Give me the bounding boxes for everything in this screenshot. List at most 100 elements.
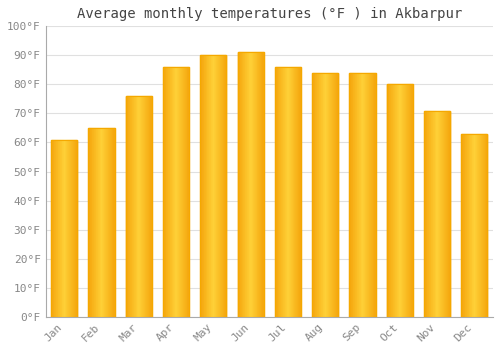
Title: Average monthly temperatures (°F ) in Akbarpur: Average monthly temperatures (°F ) in Ak… — [76, 7, 462, 21]
Bar — [399, 84, 400, 317]
Bar — [223, 55, 224, 317]
Bar — [105, 128, 106, 317]
Bar — [473, 134, 474, 317]
Bar — [404, 84, 405, 317]
Bar — [325, 73, 326, 317]
Bar — [486, 134, 487, 317]
Bar — [257, 52, 258, 317]
Bar — [168, 67, 169, 317]
Bar — [126, 96, 127, 317]
Bar — [475, 134, 476, 317]
Bar — [170, 67, 171, 317]
Bar — [186, 67, 187, 317]
Bar — [328, 73, 329, 317]
Bar — [314, 73, 315, 317]
Bar — [356, 73, 358, 317]
Bar — [354, 73, 356, 317]
Bar — [388, 84, 390, 317]
Bar — [148, 96, 149, 317]
Bar — [239, 52, 240, 317]
Bar — [337, 73, 338, 317]
Bar — [244, 52, 245, 317]
Bar — [98, 128, 99, 317]
Bar — [316, 73, 317, 317]
Bar — [332, 73, 333, 317]
Bar — [91, 128, 92, 317]
Bar — [138, 96, 139, 317]
Bar — [225, 55, 226, 317]
Bar — [373, 73, 374, 317]
Bar — [93, 128, 94, 317]
Bar — [175, 67, 176, 317]
Bar — [180, 67, 182, 317]
Bar — [402, 84, 403, 317]
Bar — [312, 73, 313, 317]
Bar — [137, 96, 138, 317]
Bar — [146, 96, 148, 317]
Bar — [482, 134, 483, 317]
Bar — [446, 111, 447, 317]
Bar — [219, 55, 220, 317]
Bar — [443, 111, 444, 317]
Bar — [221, 55, 222, 317]
Bar — [300, 67, 301, 317]
Bar — [55, 140, 56, 317]
Bar — [327, 73, 328, 317]
Bar — [65, 140, 66, 317]
Bar — [130, 96, 131, 317]
Bar — [216, 55, 218, 317]
Bar — [254, 52, 255, 317]
Bar — [442, 111, 443, 317]
Bar — [462, 134, 487, 317]
Bar — [163, 67, 189, 317]
Bar — [212, 55, 214, 317]
Bar — [61, 140, 62, 317]
Bar — [182, 67, 184, 317]
Bar — [440, 111, 441, 317]
Bar — [184, 67, 185, 317]
Bar — [277, 67, 278, 317]
Bar — [322, 73, 324, 317]
Bar — [437, 111, 438, 317]
Bar — [360, 73, 361, 317]
Bar — [296, 67, 297, 317]
Bar — [224, 55, 225, 317]
Bar — [405, 84, 406, 317]
Bar — [312, 73, 338, 317]
Bar — [477, 134, 478, 317]
Bar — [284, 67, 286, 317]
Bar — [375, 73, 376, 317]
Bar — [112, 128, 113, 317]
Bar — [410, 84, 411, 317]
Bar — [240, 52, 241, 317]
Bar — [165, 67, 166, 317]
Bar — [313, 73, 314, 317]
Bar — [445, 111, 446, 317]
Bar — [333, 73, 334, 317]
Bar — [479, 134, 480, 317]
Bar — [74, 140, 76, 317]
Bar — [56, 140, 57, 317]
Bar — [172, 67, 173, 317]
Bar — [317, 73, 318, 317]
Bar — [59, 140, 60, 317]
Bar — [176, 67, 178, 317]
Bar — [485, 134, 486, 317]
Bar — [331, 73, 332, 317]
Bar — [426, 111, 428, 317]
Bar — [350, 73, 376, 317]
Bar — [101, 128, 102, 317]
Bar — [471, 134, 472, 317]
Bar — [406, 84, 407, 317]
Bar — [352, 73, 354, 317]
Bar — [238, 52, 239, 317]
Bar — [351, 73, 352, 317]
Bar — [96, 128, 97, 317]
Bar — [299, 67, 300, 317]
Bar — [57, 140, 58, 317]
Bar — [202, 55, 203, 317]
Bar — [403, 84, 404, 317]
Bar — [144, 96, 146, 317]
Bar — [431, 111, 432, 317]
Bar — [255, 52, 256, 317]
